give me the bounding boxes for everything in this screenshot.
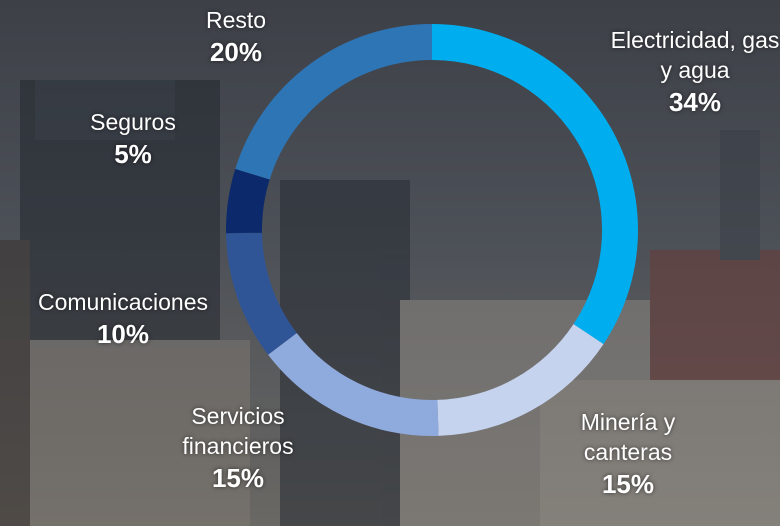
background-city (0, 80, 780, 526)
value-label: 10% (96, 318, 150, 349)
segment-label: Servicios financieros 15% (163, 402, 313, 496)
donut-segment (437, 324, 604, 436)
value-label: 15% (211, 462, 265, 493)
value-label: 5% (114, 138, 152, 169)
donut-segment (226, 232, 297, 355)
segment-label: Seguros 5% (53, 108, 213, 172)
category-name: Resto (205, 7, 267, 33)
segment-label: Electricidad, gas y agua 34% (608, 26, 780, 120)
segment-label: Minería y canteras 15% (558, 408, 698, 502)
category-name: Servicios financieros (182, 403, 294, 459)
category-name: Seguros (90, 109, 176, 135)
donut-segment (268, 332, 439, 437)
value-label: 34% (668, 86, 722, 117)
category-name: Electricidad, gas y agua (610, 27, 780, 83)
segment-label: Resto 20% (176, 6, 296, 70)
donut-segment (432, 24, 638, 345)
category-name: Comunicaciones (37, 289, 209, 315)
value-label: 15% (601, 468, 655, 499)
category-name: Minería y canteras (580, 409, 676, 465)
donut-segment (226, 168, 270, 234)
segment-label: Comunicaciones 10% (3, 288, 243, 352)
donut-segment (235, 24, 432, 180)
value-label: 20% (209, 36, 263, 67)
